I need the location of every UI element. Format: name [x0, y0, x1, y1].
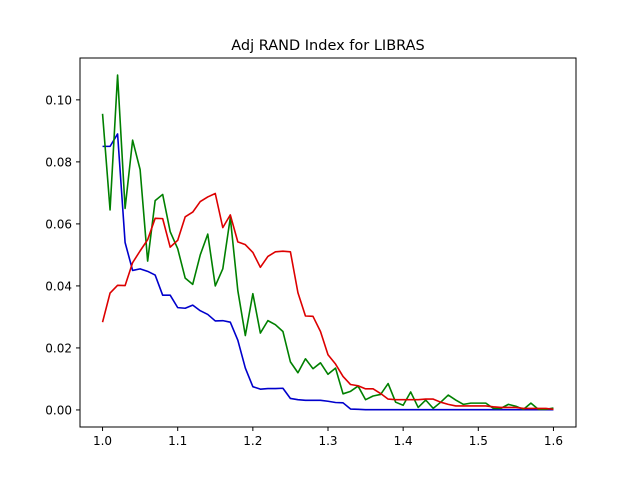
series-line-2: [101, 74, 554, 411]
x-tick-label: 1.1: [168, 434, 187, 448]
plot-frame: [79, 57, 577, 428]
y-tick-label: 0.08: [45, 155, 72, 169]
y-tick-label: 0.00: [45, 403, 72, 417]
series-line-1: [102, 133, 554, 411]
x-tick-label: 1.2: [243, 434, 262, 448]
y-tick-label: 0.04: [45, 279, 72, 293]
y-tick-label: 0.10: [45, 93, 72, 107]
y-tick-label: 0.06: [45, 217, 72, 231]
series-line-3: [101, 192, 554, 411]
x-tick-label: 1.5: [469, 434, 488, 448]
chart-title: Adj RAND Index for LIBRAS: [231, 38, 425, 54]
x-tick-label: 1.6: [544, 434, 563, 448]
x-tick-label: 1.0: [93, 434, 112, 448]
y-tick-label: 0.02: [45, 341, 72, 355]
axes-layer: 1.0 1.1 1.2 1.3 1.4 1.5 1.6 0.00 0.02 0.04 0.06 0.0…: [45, 93, 563, 448]
x-tick-label: 1.4: [394, 434, 413, 448]
series-layer: [101, 74, 554, 411]
x-tick-label: 1.3: [318, 434, 337, 448]
